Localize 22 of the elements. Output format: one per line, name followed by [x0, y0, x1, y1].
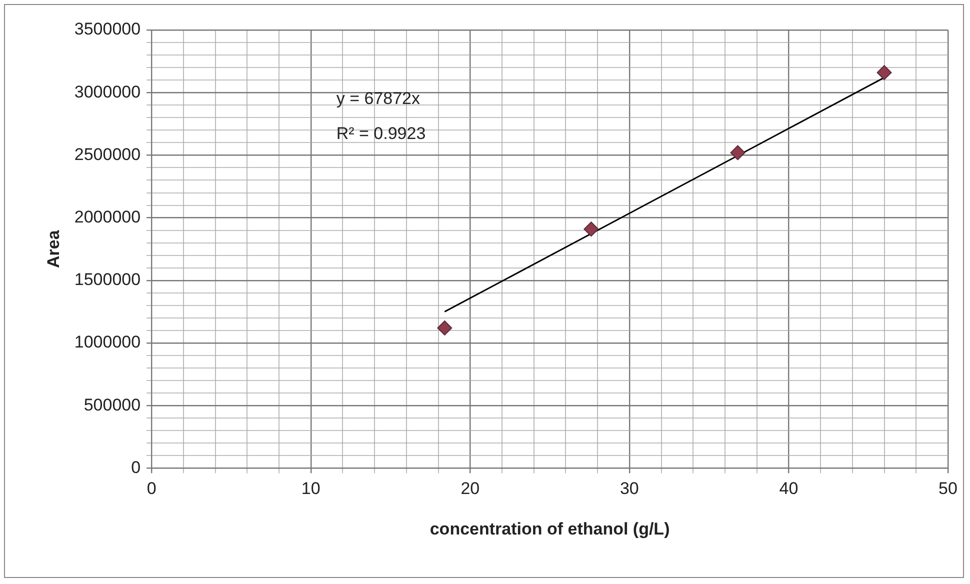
y-tick-label: 3000000: [74, 82, 141, 102]
point: [876, 65, 892, 80]
point: [437, 320, 452, 336]
x-axis-title: concentration of ethanol (g/L): [430, 519, 670, 538]
annotation: y = 67872x: [336, 88, 420, 108]
y-tick-label: 3500000: [74, 20, 141, 39]
y-tick-label: 1500000: [74, 270, 141, 290]
x-tick-label: 10: [301, 479, 320, 498]
annotation: R² = 0.9923: [336, 124, 426, 143]
x-tick-label: 30: [620, 479, 639, 498]
y-tick-label: 0: [131, 458, 141, 477]
y-tick-label: 500000: [84, 395, 141, 414]
point: [730, 145, 746, 160]
y-tick-label: 1000000: [74, 332, 141, 352]
x-tick-label: 0: [146, 479, 156, 498]
y-axis-title: Area: [44, 230, 63, 268]
y-tick-label: 2500000: [74, 144, 141, 164]
point: [584, 222, 599, 237]
x-tick-label: 50: [938, 479, 958, 498]
x-tick-label: 20: [460, 479, 480, 498]
x-tick-label: 40: [779, 479, 798, 498]
y-tick-label: 2000000: [74, 207, 141, 226]
